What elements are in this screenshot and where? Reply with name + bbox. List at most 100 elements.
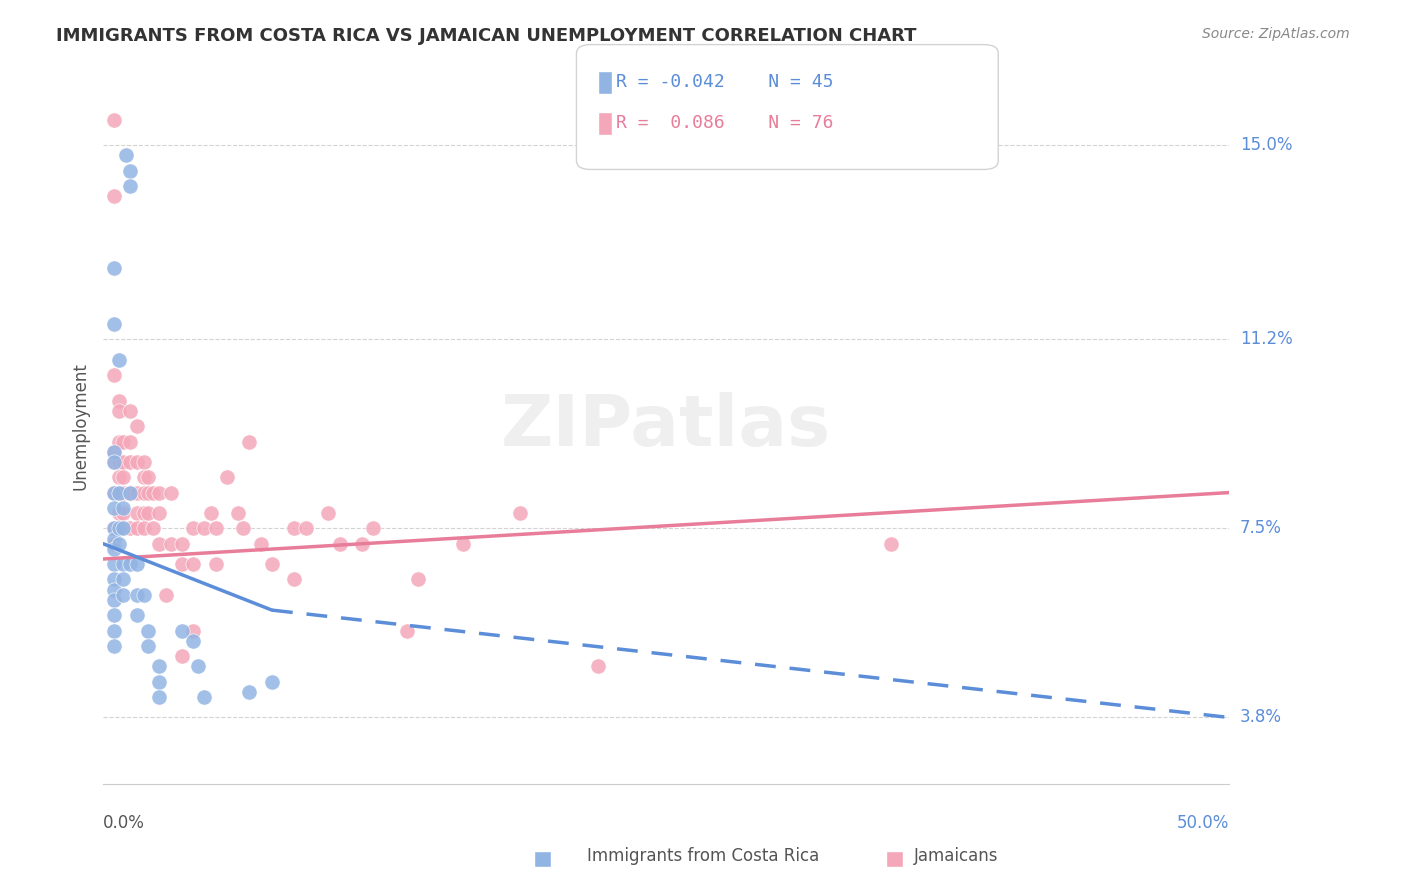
Point [159, 485, 181, 500]
Point [108, 506, 131, 520]
Point [120, 455, 142, 469]
Point [170, 624, 193, 638]
Point [103, 455, 125, 469]
Point [125, 608, 148, 623]
Point [108, 455, 131, 469]
Point [159, 537, 181, 551]
Point [108, 537, 131, 551]
Text: 50.0%: 50.0% [1177, 814, 1229, 832]
Point [170, 557, 193, 571]
Text: 15.0%: 15.0% [1240, 136, 1292, 154]
Point [120, 485, 142, 500]
Point [112, 470, 135, 484]
Point [453, 537, 475, 551]
Point [328, 537, 350, 551]
Point [112, 588, 135, 602]
Point [120, 434, 142, 449]
Point [148, 659, 170, 673]
Point [103, 260, 125, 275]
Point [120, 404, 142, 418]
Point [142, 521, 165, 535]
Point [200, 506, 222, 520]
Point [103, 112, 125, 127]
Point [108, 352, 131, 367]
Point [132, 506, 155, 520]
Point [125, 419, 148, 434]
Point [103, 582, 125, 597]
Text: Source: ZipAtlas.com: Source: ZipAtlas.com [1202, 27, 1350, 41]
Point [103, 532, 125, 546]
Point [103, 368, 125, 383]
Text: 11.2%: 11.2% [1240, 330, 1292, 348]
Point [120, 179, 142, 194]
Text: 3.8%: 3.8% [1240, 708, 1282, 726]
Point [260, 674, 283, 689]
Point [148, 690, 170, 704]
Point [103, 444, 125, 458]
Point [108, 393, 131, 408]
Point [108, 521, 131, 535]
Text: R =  0.086    N = 76: R = 0.086 N = 76 [616, 114, 834, 132]
Point [103, 624, 125, 638]
Point [136, 470, 159, 484]
Text: 7.5%: 7.5% [1240, 519, 1282, 537]
Text: ZIPatlas: ZIPatlas [501, 392, 831, 460]
Point [350, 537, 373, 551]
Point [108, 470, 131, 484]
Point [155, 588, 177, 602]
Point [238, 685, 260, 699]
Point [204, 521, 226, 535]
Point [181, 624, 204, 638]
Point [103, 317, 125, 331]
Point [103, 608, 125, 623]
Text: Immigrants from Costa Rica: Immigrants from Costa Rica [586, 847, 820, 865]
Point [125, 521, 148, 535]
Point [181, 521, 204, 535]
Point [132, 485, 155, 500]
Point [112, 521, 135, 535]
Point [125, 588, 148, 602]
Point [283, 573, 305, 587]
Point [103, 521, 125, 535]
Point [509, 506, 531, 520]
Point [136, 506, 159, 520]
Point [294, 521, 316, 535]
Point [108, 485, 131, 500]
Point [142, 485, 165, 500]
Point [232, 521, 254, 535]
Point [316, 506, 339, 520]
Point [148, 674, 170, 689]
Point [204, 557, 226, 571]
Point [132, 470, 155, 484]
Point [125, 557, 148, 571]
Point [396, 624, 419, 638]
Point [136, 639, 159, 653]
Text: R = -0.042    N = 45: R = -0.042 N = 45 [616, 73, 834, 91]
Point [103, 500, 125, 515]
Point [193, 521, 215, 535]
Point [112, 485, 135, 500]
Point [125, 485, 148, 500]
Point [108, 404, 131, 418]
Point [132, 588, 155, 602]
Point [193, 690, 215, 704]
Point [103, 455, 125, 469]
Point [170, 537, 193, 551]
Point [361, 521, 384, 535]
Point [132, 521, 155, 535]
Point [226, 506, 249, 520]
Point [103, 444, 125, 458]
Point [148, 537, 170, 551]
Point [120, 557, 142, 571]
Point [112, 521, 135, 535]
Point [112, 557, 135, 571]
Y-axis label: Unemployment: Unemployment [72, 362, 89, 490]
Point [181, 557, 204, 571]
Point [103, 485, 125, 500]
Point [120, 521, 142, 535]
Point [114, 148, 136, 162]
Point [103, 189, 125, 203]
Point [238, 434, 260, 449]
Point [181, 633, 204, 648]
Point [125, 455, 148, 469]
